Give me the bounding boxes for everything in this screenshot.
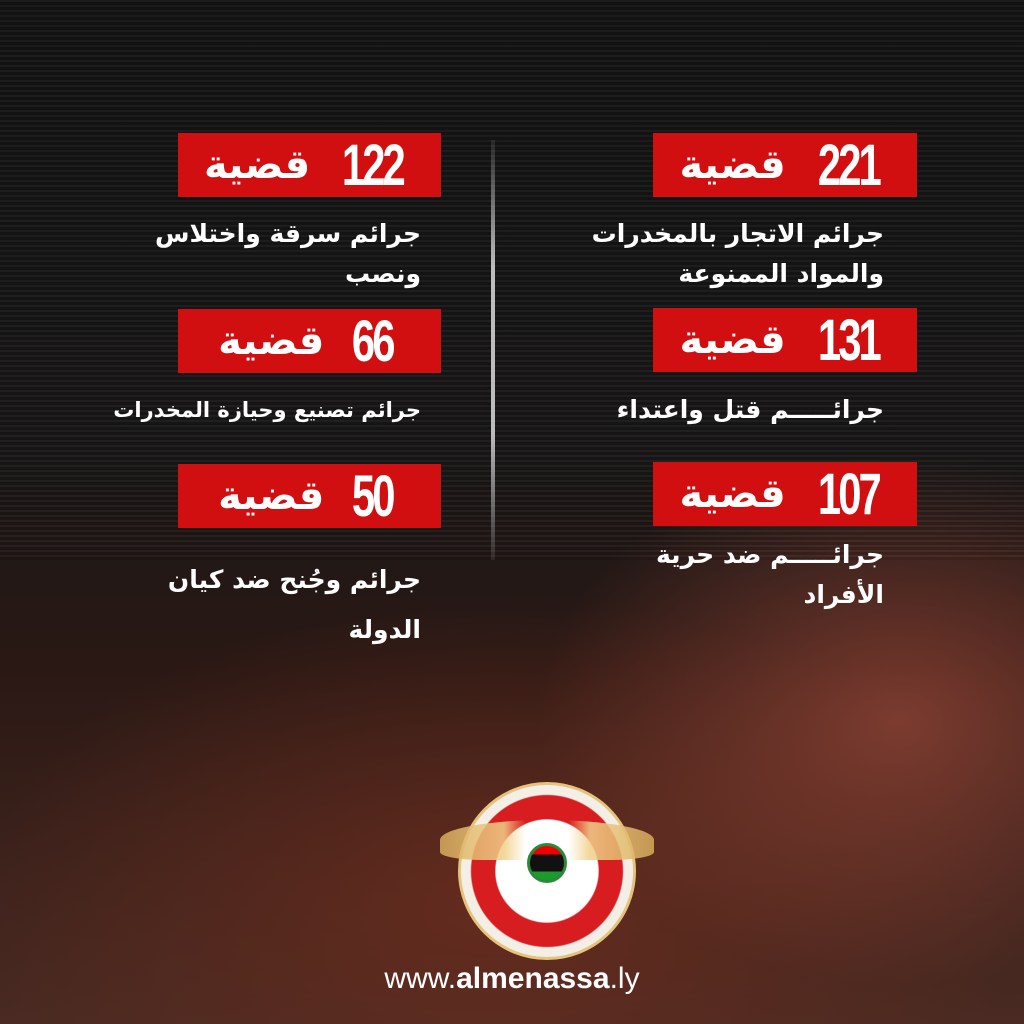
url-suffix: .ly xyxy=(609,962,640,995)
count-box-freedom: 107 قضية xyxy=(653,461,917,527)
count: 50 xyxy=(352,463,396,529)
description-theft: جرائم سرقة واختلاس ونصب xyxy=(101,214,421,294)
unit-label: قضية xyxy=(218,318,325,364)
unit-label: قضية xyxy=(679,317,786,363)
description-line: جرائم وجُنح ضد كيان xyxy=(167,565,421,594)
description-line: الدولة xyxy=(348,615,422,644)
unit-label: قضية xyxy=(218,473,325,519)
url-domain: almenassa xyxy=(456,962,610,995)
description-drug-manufacturing: جرائم تصنيع وحيازة المخدرات xyxy=(101,390,421,430)
count: 66 xyxy=(352,308,396,374)
url-prefix: www. xyxy=(384,962,457,995)
unit-label: قضية xyxy=(204,142,311,188)
count: 131 xyxy=(817,307,882,373)
count-box-state-crimes: 50 قضية xyxy=(178,463,441,529)
count: 221 xyxy=(817,132,882,198)
libya-flag-icon xyxy=(527,843,567,883)
description-line: والمواد الممنوعة xyxy=(678,259,884,288)
description-drug-trafficking: جرائم الاتجار بالمخدرات والمواد الممنوعة xyxy=(584,214,884,294)
count-box-theft: 122 قضية xyxy=(178,132,441,198)
description-line: جرائم الاتجار بالمخدرات xyxy=(591,219,884,248)
description-line: جرائم سرقة واختلاس xyxy=(154,219,421,248)
unit-label: قضية xyxy=(679,471,786,517)
column-divider xyxy=(491,140,495,560)
count: 122 xyxy=(342,132,406,198)
description-state-crimes: جرائم وجُنح ضد كيان الدولة xyxy=(101,555,421,655)
description-line: جرائـــــم ضد حرية الأفراد xyxy=(656,540,884,609)
description-line: ونصب xyxy=(344,259,421,288)
description-freedom: جرائـــــم ضد حرية الأفراد xyxy=(584,535,884,615)
count-box-murder: 131 قضية xyxy=(653,307,917,373)
count-box-drug-manufacturing: 66 قضية xyxy=(178,308,441,374)
website-url: www.almenassa.ly xyxy=(0,962,1024,996)
description-line: جرائـــــم قتل واعتداء xyxy=(616,395,884,424)
count-box-drug-trafficking: 221 قضية xyxy=(653,132,917,198)
unit-label: قضية xyxy=(679,142,786,188)
count: 107 xyxy=(817,461,882,527)
description-line: جرائم تصنيع وحيازة المخدرات xyxy=(113,398,421,422)
description-murder: جرائـــــم قتل واعتداء xyxy=(584,390,884,430)
